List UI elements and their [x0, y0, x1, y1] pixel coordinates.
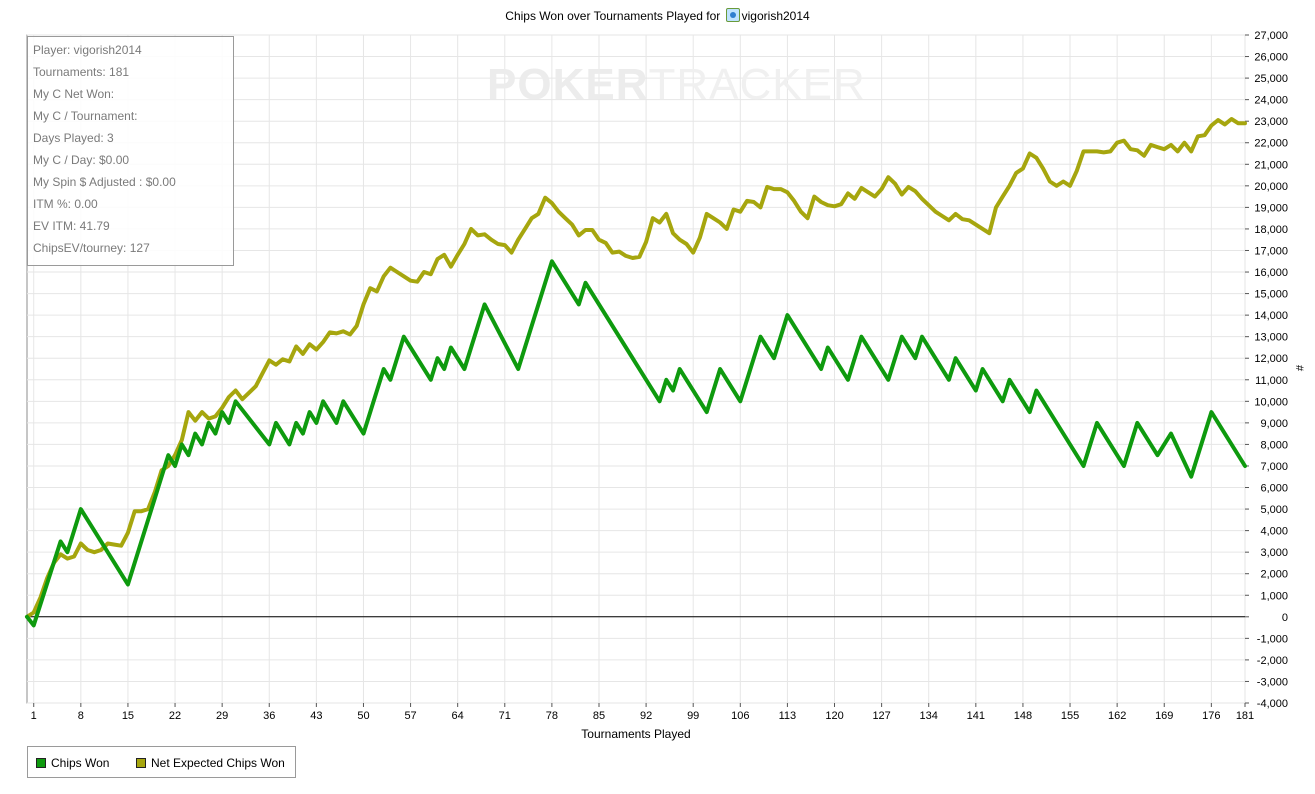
- x-tick-label: 50: [357, 710, 369, 722]
- chart-title: Chips Won over Tournaments Played for vi…: [0, 8, 1315, 23]
- y-tick-label: 24,000: [1254, 95, 1288, 107]
- y-tick-label: -3,000: [1257, 676, 1288, 688]
- y-tick-label: 21,000: [1254, 159, 1288, 171]
- x-tick-label: 71: [499, 710, 511, 722]
- legend-swatch-net-expected: [136, 758, 146, 768]
- x-tick-label: 134: [920, 710, 938, 722]
- x-tick-label: 29: [216, 710, 228, 722]
- y-tick-label: -1,000: [1257, 633, 1288, 645]
- legend-item-chips-won[interactable]: Chips Won: [36, 756, 109, 770]
- x-tick-label: 8: [78, 710, 84, 722]
- y-tick-label: 1,000: [1260, 590, 1288, 602]
- stat-spin-adjusted: My Spin $ Adjusted : $0.00: [33, 175, 176, 189]
- y-tick-label: 23,000: [1254, 116, 1288, 128]
- y-tick-label: 2,000: [1260, 569, 1288, 581]
- legend-swatch-chips-won: [36, 758, 46, 768]
- x-tick-label: 92: [640, 710, 652, 722]
- y-tick-label: 26,000: [1254, 52, 1288, 64]
- legend-label-net-expected: Net Expected Chips Won: [151, 756, 285, 770]
- y-tick-label: 3,000: [1260, 547, 1288, 559]
- y-tick-label: 0: [1282, 612, 1288, 624]
- x-tick-label: 43: [310, 710, 322, 722]
- watermark-bold: POKER: [487, 60, 649, 109]
- x-tick-label: 120: [825, 710, 843, 722]
- x-tick-label: 64: [452, 710, 464, 722]
- x-tick-label: 1: [31, 710, 37, 722]
- y-tick-label: 16,000: [1254, 267, 1288, 279]
- stat-tournaments: Tournaments: 181: [33, 65, 130, 79]
- stat-chipsev-tourney: ChipsEV/tourney: 127: [33, 241, 150, 255]
- y-tick-label: 14,000: [1254, 310, 1288, 322]
- x-tick-label: 57: [404, 710, 416, 722]
- y-tick-label: 5,000: [1260, 504, 1288, 516]
- series-line-net-expected: [25, 117, 1247, 619]
- y-tick-label: 22,000: [1254, 138, 1288, 150]
- y-tick-label: 11,000: [1255, 375, 1288, 387]
- y-tick-label: 10,000: [1254, 396, 1288, 408]
- y-tick-label: 17,000: [1254, 245, 1288, 257]
- series-lines: [25, 117, 1247, 628]
- stat-net-won: My C Net Won:: [33, 87, 115, 101]
- x-tick-label: 113: [779, 710, 797, 722]
- player-icon: [725, 8, 740, 22]
- y-tick-label: 13,000: [1254, 332, 1288, 344]
- stat-ev-itm: EV ITM: 41.79: [33, 219, 110, 233]
- x-tick-label: 78: [546, 710, 558, 722]
- y-tick-label: 15,000: [1254, 289, 1288, 301]
- x-tick-label: 85: [593, 710, 605, 722]
- x-tick-label: 169: [1155, 710, 1173, 722]
- x-tick-label: 22: [169, 710, 181, 722]
- y-tick-label: 12,000: [1254, 353, 1288, 365]
- y-tick-label: 7,000: [1260, 461, 1288, 473]
- legend: Chips Won Net Expected Chips Won: [27, 746, 296, 778]
- x-tick-label: 148: [1014, 710, 1032, 722]
- x-tick-label: 15: [122, 710, 134, 722]
- x-axis-ticks: 1 8 15 22 29 36 43 50 57 64 71 78 85 92 99 106 113 120 127…: [31, 703, 1254, 722]
- legend-label-chips-won: Chips Won: [51, 756, 110, 770]
- stat-itm-percent: ITM %: 0.00: [33, 197, 98, 211]
- x-tick-label: 36: [263, 710, 275, 722]
- chart-title-prefix: Chips Won over Tournaments Played for: [505, 9, 721, 23]
- y-tick-label: 20,000: [1254, 181, 1288, 193]
- x-tick-label: 162: [1108, 710, 1126, 722]
- pokertracker-watermark: POKERTRACKER: [487, 60, 866, 110]
- watermark-light: TRACKER: [648, 60, 866, 109]
- x-tick-label: 155: [1061, 710, 1079, 722]
- x-tick-label: 176: [1202, 710, 1220, 722]
- x-tick-label: 106: [731, 710, 749, 722]
- x-axis-label: Tournaments Played: [581, 727, 691, 741]
- series-line-chips-won: [25, 259, 1247, 628]
- y-tick-label: 9,000: [1260, 418, 1288, 430]
- grid-lines: [27, 34, 1246, 704]
- x-tick-label: 181: [1236, 710, 1254, 722]
- y-tick-label: 19,000: [1254, 202, 1288, 214]
- y-tick-label: 25,000: [1254, 73, 1288, 85]
- y-axis-ticks: -4,000 -3,000 -2,000 -1,000 0 1,000 2,000 3,000…: [1245, 30, 1288, 710]
- x-tick-label: 99: [687, 710, 699, 722]
- y-tick-label: 27,000: [1254, 30, 1288, 42]
- stat-player: Player: vigorish2014: [33, 43, 142, 57]
- y-tick-label: 4,000: [1260, 526, 1288, 538]
- stat-days-played: Days Played: 3: [33, 131, 114, 145]
- y-tick-label: 18,000: [1254, 224, 1288, 236]
- stat-per-tournament: My C / Tournament:: [33, 109, 138, 123]
- chart-title-player: vigorish2014: [741, 9, 810, 23]
- stats-panel: Player: vigorish2014 Tournaments: 181 My…: [27, 36, 234, 266]
- y-tick-label: 8,000: [1260, 439, 1288, 451]
- legend-item-net-expected[interactable]: Net Expected Chips Won: [136, 756, 285, 770]
- y-tick-label: -2,000: [1257, 655, 1288, 667]
- y-tick-label: 6,000: [1260, 483, 1288, 495]
- y-tick-label: -4,000: [1257, 698, 1288, 710]
- stat-per-day: My C / Day: $0.00: [33, 153, 130, 167]
- x-tick-label: 127: [872, 710, 890, 722]
- y-axis-label: #: [1293, 364, 1306, 372]
- x-tick-label: 141: [967, 710, 985, 722]
